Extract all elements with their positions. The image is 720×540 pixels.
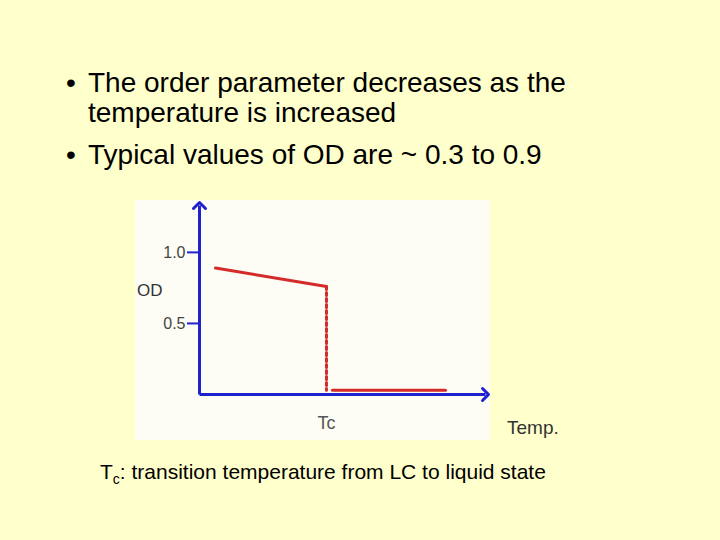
svg-text:0.5: 0.5 xyxy=(163,315,185,332)
html-text:The order parameter decreases: The order parameter decreases as the tem… xyxy=(88,67,566,128)
html-text:Tc: transition temperature fro: Tc: transition temperature from LC to li… xyxy=(100,460,546,488)
svg-text:Tc: Tc xyxy=(317,413,335,433)
html-text:OD: OD xyxy=(137,281,163,300)
svg-text:1.0: 1.0 xyxy=(163,244,185,261)
html-text:Temp.: Temp. xyxy=(507,417,559,438)
html-text:Typical values of OD are ~ 0.3: Typical values of OD are ~ 0.3 to 0.9 xyxy=(88,139,542,170)
